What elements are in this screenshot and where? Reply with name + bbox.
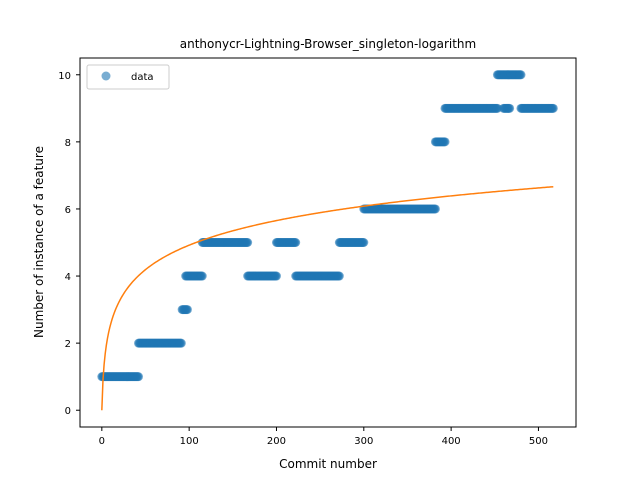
data-point [291, 238, 301, 247]
x-tick-label: 100 [180, 436, 199, 447]
data-point [271, 271, 281, 281]
y-axis-title: Number of instance of a feature [32, 146, 46, 338]
data-points [97, 70, 558, 382]
fit-line [101, 185, 554, 411]
y-tick-label: 6 [65, 205, 71, 216]
plot-area [79, 57, 577, 428]
y-tick-label: 8 [65, 138, 71, 149]
legend-marker-data [101, 71, 111, 81]
data-point [440, 137, 450, 147]
x-tick-label: 300 [354, 436, 373, 447]
data-point [182, 305, 192, 315]
legend-label-data: data [131, 72, 154, 83]
data-point [516, 70, 526, 80]
y-tick-label: 2 [65, 339, 71, 350]
x-tick-label: 500 [529, 436, 548, 447]
data-point [176, 338, 186, 348]
data-point [197, 271, 207, 281]
data-point [334, 271, 344, 281]
legend: data [86, 64, 170, 90]
data-point [359, 238, 369, 247]
data-point [548, 103, 558, 113]
y-tick-label: 10 [58, 71, 71, 82]
y-tick-label: 0 [65, 406, 71, 417]
x-axis: 0 100 200 300 400 500 [99, 427, 548, 447]
plot-frame [79, 57, 577, 428]
x-tick-label: 200 [267, 436, 286, 447]
x-tick-label: 0 [99, 436, 105, 447]
data-point [430, 204, 440, 214]
y-axis: 0 2 4 6 8 10 [58, 71, 80, 417]
chart-title: anthonycr-Lightning-Browser_singleton-lo… [180, 37, 476, 51]
x-axis-title: Commit number [279, 457, 377, 471]
data-point [505, 103, 515, 113]
y-tick-label: 4 [65, 272, 71, 283]
data-point [134, 372, 144, 382]
data-point [243, 238, 253, 247]
legend-box [86, 64, 170, 90]
x-tick-label: 400 [442, 436, 461, 447]
